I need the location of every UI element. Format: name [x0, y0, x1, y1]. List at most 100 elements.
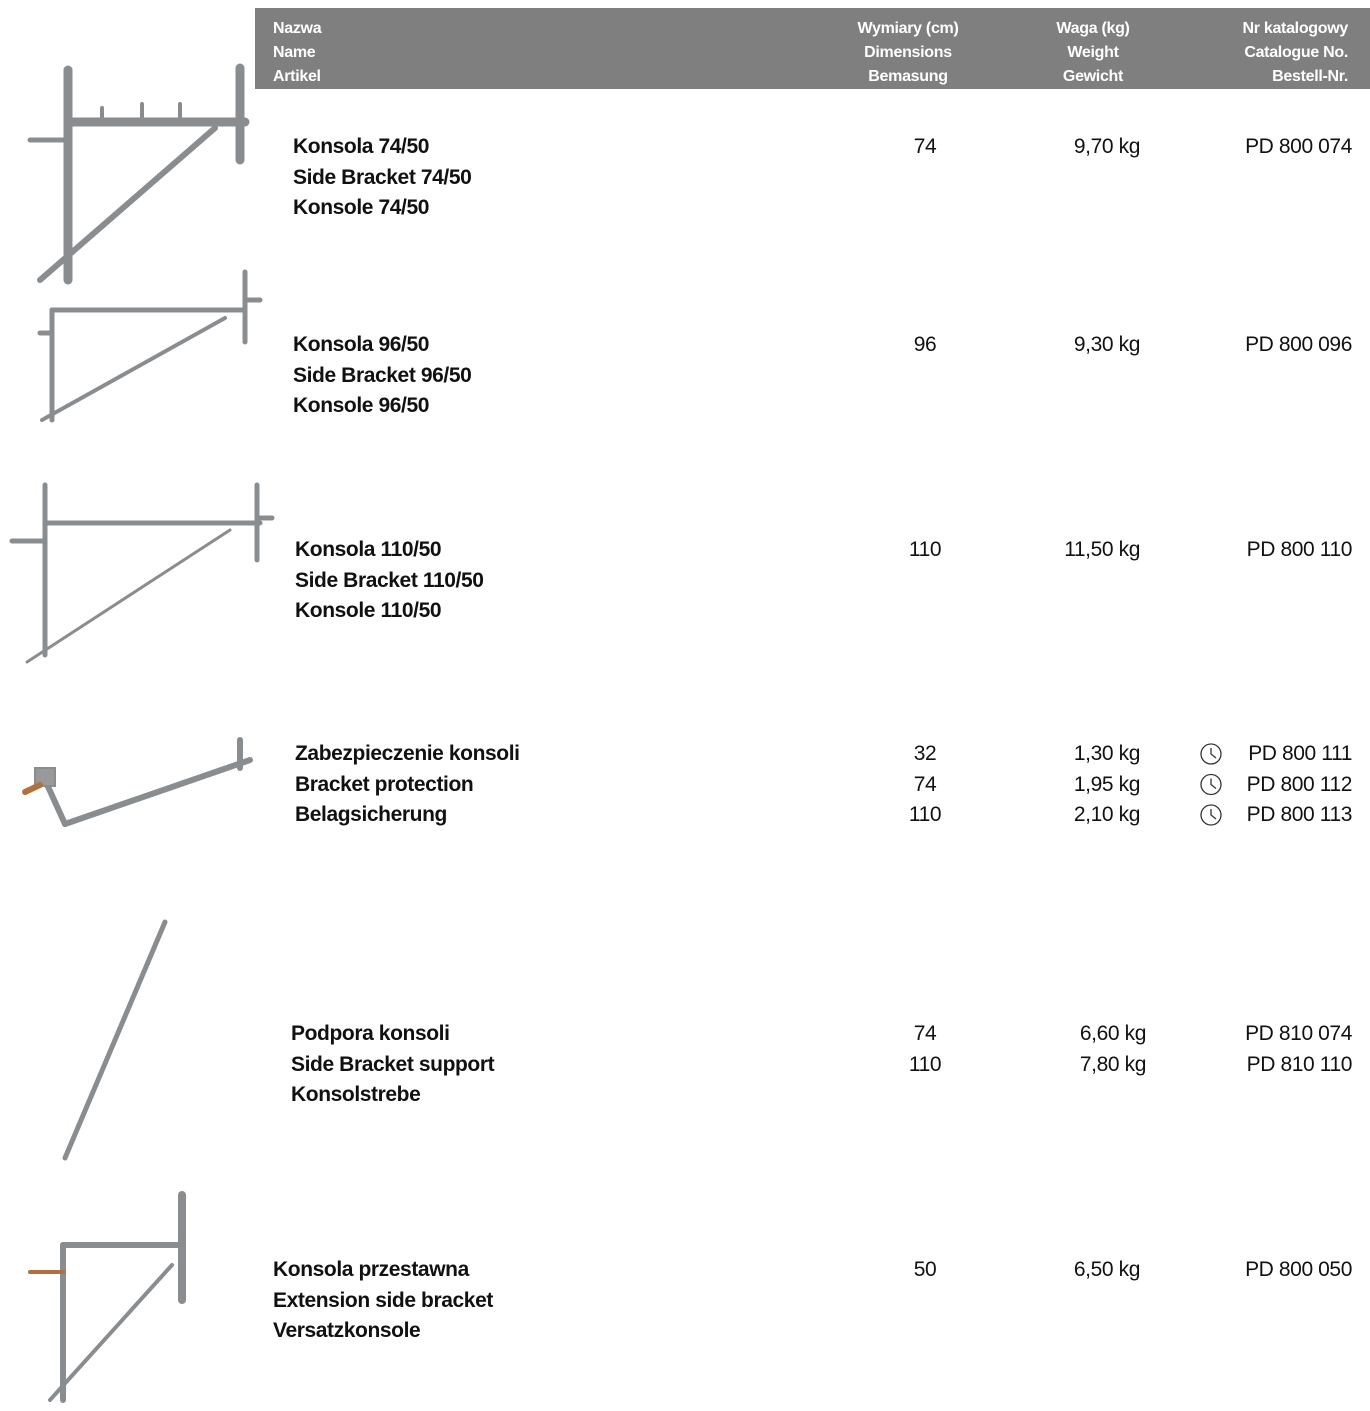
- weight-value: 1,30 kg: [1073, 742, 1140, 765]
- item-dimensions: 110: [875, 535, 975, 566]
- catalogue-number: PD 800 113: [1246, 803, 1353, 826]
- name-line: Konsole 96/50: [293, 394, 430, 417]
- weight-value: 9,30 kg: [1073, 333, 1140, 356]
- header-label: Catalogue No.: [1244, 44, 1348, 61]
- header-label: Wymiary (cm): [857, 20, 959, 37]
- header-label: Bemasung: [868, 68, 948, 85]
- item-catalogue: PD 810 074 PD 810 110: [1245, 1019, 1352, 1080]
- header-label: Name: [273, 44, 316, 61]
- clock-hands: [1210, 809, 1217, 820]
- dimension-value: 110: [908, 803, 942, 826]
- catalogue-number: PD 800 112: [1246, 772, 1353, 796]
- catalogue-number: PD 800 050: [1245, 1258, 1352, 1281]
- item-catalogue: PD 800 111 PD 800 112 PD 800 113: [1246, 739, 1353, 831]
- header-bar: Nazwa Name Artikel Wymiary (cm) Dimensions Be…: [255, 8, 1370, 89]
- item-dimensions: 50: [875, 1255, 975, 1286]
- drawing-bracket-74: [27, 63, 250, 285]
- weight-value: 6,50 kg: [1073, 1258, 1140, 1281]
- weight-value: 9,70 kg: [1073, 135, 1140, 158]
- header-dimensions: Wymiary (cm) Dimensions Bemasung: [830, 17, 986, 89]
- dimension-value: 74: [913, 1022, 937, 1045]
- item-name: Podpora konsoli Side Bracket support Konso…: [291, 1019, 495, 1111]
- name-line: Side Bracket 110/50: [295, 568, 484, 592]
- clock-icon: [1200, 743, 1222, 765]
- name-line: Konsolstrebe: [291, 1083, 421, 1106]
- product-drawings: [9, 63, 275, 1403]
- name-line: Side Bracket 74/50: [293, 165, 472, 189]
- item-weight: 6,60 kg 7,80 kg: [1080, 1019, 1146, 1080]
- item-weight: 9,30 kg: [1074, 330, 1140, 361]
- name-line: Konsole 110/50: [295, 599, 442, 622]
- clock-hands: [1210, 748, 1217, 759]
- header-weight: Waga (kg) Weight Gewicht: [1015, 17, 1171, 89]
- item-catalogue: PD 800 050: [1245, 1255, 1352, 1286]
- header-label: Waga (kg): [1056, 20, 1130, 37]
- drawing-bracket-support: [62, 919, 168, 1161]
- item-weight: 9,70 kg: [1074, 132, 1140, 163]
- clock-icon: [1200, 804, 1222, 826]
- clock-icons: [1200, 743, 1222, 826]
- item-dimensions: 74 110: [875, 1019, 975, 1080]
- weight-value: 7,80 kg: [1079, 1052, 1146, 1076]
- name-line: Belagsicherung: [295, 803, 447, 826]
- dimension-value: 110: [908, 538, 942, 561]
- header-label: Bestell-Nr.: [1272, 68, 1348, 85]
- weight-value: 1,95 kg: [1073, 772, 1140, 796]
- item-dimensions: 96: [875, 330, 975, 361]
- item-name: Zabezpieczenie konsoli Bracket protection…: [295, 739, 520, 831]
- name-line: Bracket protection: [295, 772, 474, 796]
- name-line: Podpora konsoli: [291, 1022, 450, 1045]
- name-line: Versatzkonsole: [273, 1319, 421, 1342]
- header-label: Gewicht: [1062, 68, 1124, 85]
- header-label: Weight: [1067, 44, 1119, 61]
- header-label: Nazwa: [273, 20, 322, 37]
- item-catalogue: PD 800 110: [1246, 535, 1353, 566]
- dimension-value: 32: [913, 742, 937, 765]
- item-name: Konsola 110/50 Side Bracket 110/50 Konsole…: [295, 535, 484, 627]
- drawing-bracket-96: [37, 269, 263, 423]
- name-line: Zabezpieczenie konsoli: [295, 742, 520, 765]
- item-name: Konsola przestawna Extension side bracket…: [273, 1255, 493, 1347]
- item-catalogue: PD 800 096: [1245, 330, 1352, 361]
- catalogue-number: PD 800 110: [1246, 538, 1353, 561]
- catalogue-number: PD 810 110: [1246, 1052, 1353, 1076]
- item-dimensions: 32 74 110: [875, 739, 975, 831]
- catalogue-number: PD 800 111: [1248, 742, 1352, 765]
- dimension-value: 96: [913, 333, 937, 356]
- item-weight: 1,30 kg 1,95 kg 2,10 kg: [1074, 739, 1140, 831]
- weight-value: 6,60 kg: [1079, 1022, 1146, 1045]
- name-line: Konsola 110/50: [295, 538, 442, 561]
- name-line: Konsola 96/50: [293, 333, 430, 356]
- header-catalogue: Nr katalogowy Catalogue No. Bestell-Nr.: [1242, 17, 1349, 89]
- dimension-value: 74: [913, 772, 937, 796]
- weight-value: 11,50 kg: [1064, 538, 1140, 561]
- header-name: Nazwa Name Artikel: [273, 17, 322, 89]
- weight-value: 2,10 kg: [1073, 803, 1140, 826]
- item-weight: 11,50 kg: [1064, 535, 1140, 566]
- drawing-bracket-110: [9, 482, 275, 664]
- item-name: Konsola 96/50 Side Bracket 96/50 Konsole 9…: [293, 330, 472, 422]
- catalogue-number: PD 810 074: [1245, 1022, 1352, 1045]
- name-line: Konsole 74/50: [293, 196, 430, 219]
- item-catalogue: PD 800 074: [1245, 132, 1352, 163]
- clock-icon: [1200, 773, 1222, 796]
- drawing-bracket-protection: [22, 737, 253, 827]
- name-line: Extension side bracket: [273, 1288, 493, 1312]
- name-line: Side Bracket support: [291, 1052, 495, 1076]
- name-line: Konsola 74/50: [293, 135, 430, 158]
- header-label: Artikel: [273, 68, 321, 85]
- name-line: Side Bracket 96/50: [293, 363, 472, 387]
- item-weight: 6,50 kg: [1074, 1255, 1140, 1286]
- clock-hands: [1210, 778, 1217, 790]
- catalogue-number: PD 800 096: [1245, 333, 1352, 356]
- catalogue-number: PD 800 074: [1245, 135, 1352, 158]
- header-label: Nr katalogowy: [1242, 20, 1349, 37]
- item-name: Konsola 74/50 Side Bracket 74/50 Konsole 7…: [293, 132, 472, 224]
- dimension-value: 74: [913, 135, 937, 158]
- header-label: Dimensions: [864, 44, 952, 61]
- dimension-value: 50: [913, 1258, 937, 1281]
- dimension-value: 110: [908, 1052, 942, 1076]
- name-line: Konsola przestawna: [273, 1258, 469, 1281]
- drawing-extension-bracket: [28, 1191, 186, 1403]
